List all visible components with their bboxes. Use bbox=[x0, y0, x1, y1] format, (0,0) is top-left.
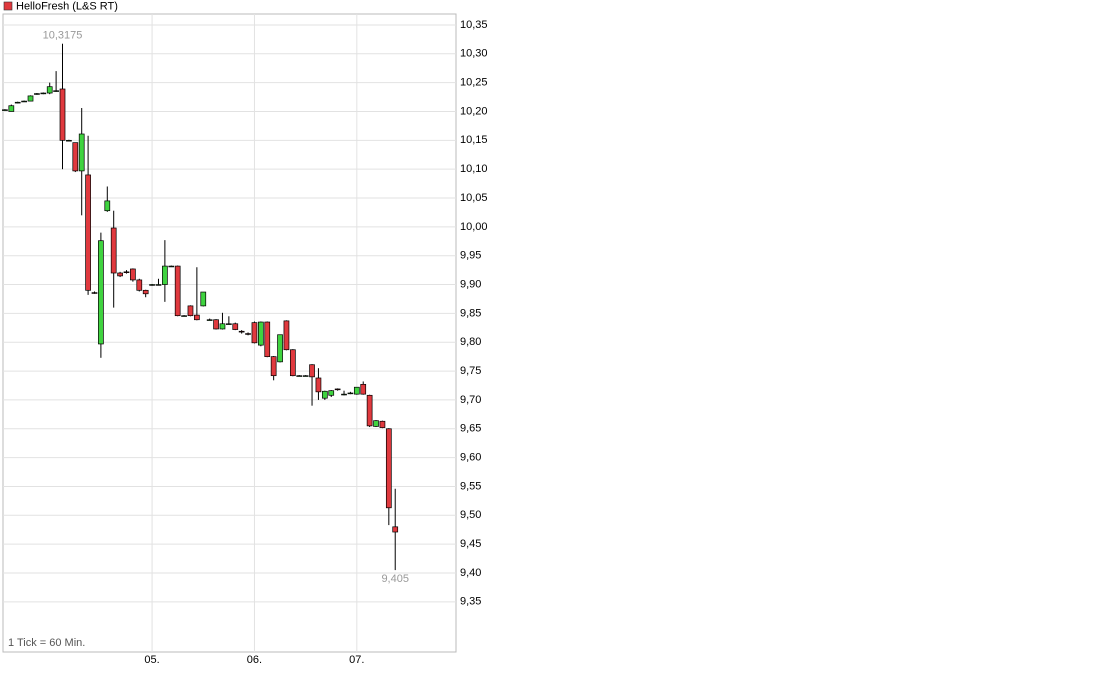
y-tick-label: 9,85 bbox=[460, 307, 481, 319]
candle-body bbox=[251, 322, 258, 344]
y-tick-label: 10,15 bbox=[460, 134, 488, 146]
y-tick-label: 10,30 bbox=[460, 48, 488, 60]
candle-body bbox=[245, 333, 251, 335]
y-tick-label: 10,05 bbox=[460, 192, 488, 204]
plot-area bbox=[2, 13, 457, 653]
candle-body bbox=[270, 356, 277, 377]
candle-body bbox=[53, 90, 59, 92]
y-tick-label: 9,45 bbox=[460, 538, 481, 550]
candle-body bbox=[226, 323, 232, 325]
legend-label: HelloFresh (L&S RT) bbox=[16, 0, 118, 12]
candle-body bbox=[168, 265, 175, 268]
candle-body bbox=[264, 321, 271, 358]
candle-body bbox=[283, 320, 290, 351]
candle-body bbox=[181, 315, 187, 317]
y-tick-label: 10,10 bbox=[460, 163, 488, 175]
candle-body bbox=[117, 272, 123, 277]
candle-body bbox=[219, 323, 226, 330]
candle-body bbox=[110, 227, 117, 274]
candle-body bbox=[238, 330, 245, 333]
candle-body bbox=[334, 388, 341, 391]
candle-body bbox=[347, 392, 354, 395]
candle-body bbox=[309, 364, 315, 378]
candle-body bbox=[130, 268, 136, 281]
y-tick-label: 10,35 bbox=[460, 19, 488, 31]
candle-body bbox=[341, 393, 347, 396]
y-tick-label: 9,90 bbox=[460, 278, 481, 290]
candle-body bbox=[360, 383, 367, 395]
candle-body bbox=[392, 526, 399, 533]
candle-body bbox=[187, 305, 194, 317]
candle-body bbox=[200, 291, 207, 307]
candle-body bbox=[296, 375, 303, 377]
candle-body bbox=[213, 319, 219, 330]
candle-body bbox=[8, 105, 15, 112]
candle-body bbox=[142, 289, 149, 295]
y-tick-label: 9,65 bbox=[460, 423, 481, 435]
y-tick-label: 9,80 bbox=[460, 336, 481, 348]
candle-body bbox=[123, 271, 130, 274]
candle-body bbox=[277, 334, 283, 363]
candle-body bbox=[78, 133, 85, 172]
y-tick-label: 9,95 bbox=[460, 250, 481, 262]
candle-body bbox=[174, 265, 181, 317]
candle-body bbox=[385, 428, 392, 509]
x-tick-label: 07. bbox=[349, 654, 364, 666]
y-tick-label: 10,00 bbox=[460, 221, 488, 233]
candle-body bbox=[232, 323, 239, 330]
candle-body bbox=[59, 88, 66, 141]
x-tick-label: 06. bbox=[247, 654, 262, 666]
y-tick-label: 9,60 bbox=[460, 452, 481, 464]
candle-body bbox=[136, 279, 143, 291]
candle-body bbox=[91, 292, 98, 294]
candle-body bbox=[194, 314, 200, 321]
candle-body bbox=[373, 420, 379, 427]
candle-body bbox=[66, 139, 72, 142]
candle-body bbox=[104, 200, 111, 212]
y-tick-label: 9,70 bbox=[460, 394, 481, 406]
y-tick-label: 9,50 bbox=[460, 509, 481, 521]
candle-body bbox=[46, 86, 53, 94]
y-tick-label: 9,55 bbox=[460, 480, 481, 492]
candle-body bbox=[40, 92, 47, 95]
legend-swatch bbox=[3, 1, 13, 11]
candle-body bbox=[14, 101, 21, 104]
candle-body bbox=[321, 390, 328, 399]
y-tick-label: 10,20 bbox=[460, 105, 488, 117]
candle-body bbox=[379, 420, 386, 428]
candle-body bbox=[162, 265, 168, 285]
candle-body bbox=[72, 142, 79, 172]
candle-body bbox=[98, 240, 104, 345]
candle-body bbox=[289, 349, 296, 377]
y-tick-label: 10,25 bbox=[460, 77, 488, 89]
y-tick-label: 9,75 bbox=[460, 365, 481, 377]
candle-body bbox=[21, 100, 27, 103]
candle-body bbox=[315, 377, 322, 393]
candle-body bbox=[155, 284, 162, 286]
y-tick-label: 9,40 bbox=[460, 567, 481, 579]
candle-body bbox=[258, 321, 264, 346]
candle-body bbox=[85, 174, 91, 291]
candle-body bbox=[302, 375, 309, 377]
candle-body bbox=[206, 319, 213, 321]
candle-body bbox=[366, 394, 373, 427]
annotation: 9,405 bbox=[381, 573, 409, 585]
candle-body bbox=[149, 284, 155, 286]
candle-body bbox=[27, 95, 34, 102]
candle-body bbox=[328, 390, 335, 396]
y-tick-label: 9,35 bbox=[460, 596, 481, 608]
candle-body bbox=[2, 109, 8, 111]
candle-body bbox=[353, 386, 360, 395]
annotation: 10,3175 bbox=[43, 30, 83, 42]
footnote: 1 Tick = 60 Min. bbox=[8, 637, 85, 649]
candle-body bbox=[34, 93, 40, 95]
x-tick-label: 05. bbox=[144, 654, 159, 666]
